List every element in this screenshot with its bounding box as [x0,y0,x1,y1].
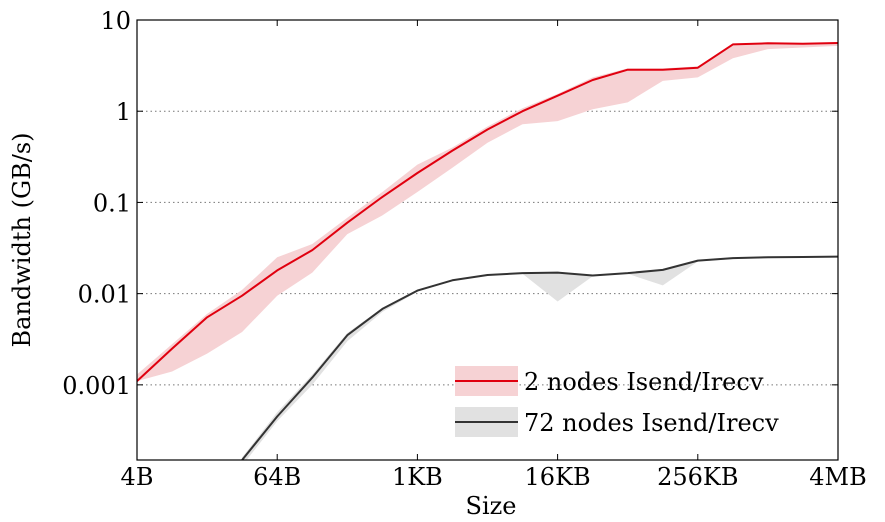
x-tick-label: 64B [253,463,301,491]
line-seventy-two-nodes [241,255,838,460]
plot-border [136,19,839,461]
x-tick-label: 16KB [525,463,591,491]
x-tick-label: 1KB [392,463,443,491]
x-axis-label: Size [466,492,517,520]
y-tick-label: 0.01 [78,281,131,309]
x-tick-label: 4MB [809,463,866,491]
series-lines [137,42,838,460]
y-tick-label: 10 [100,7,131,35]
legend-label-2-nodes: 2 nodes Isend/Irecv [524,368,764,396]
y-tick-label: 0.1 [93,189,131,217]
legend-label-72-nodes: 72 nodes Isend/Irecv [524,409,779,437]
band-two-nodes [137,42,838,382]
tick-labels: 10 1 0.1 0.01 0.001 4B 64B 1KB 16KB 256KB 4MB [62,7,866,491]
y-axis-label: Bandwidth (GB/s) [8,132,36,347]
plot-frame [136,19,839,461]
y-tick-label: 1 [116,98,131,126]
legend: 2 nodes Isend/Irecv 72 nodes Isend/Irecv [455,366,779,437]
grid-lines [137,110,838,386]
y-tick-label: 0.001 [62,372,131,400]
line-two-nodes [137,42,838,382]
variance-bands [137,42,838,460]
x-tick-label: 4B [121,463,154,491]
x-tick-label: 256KB [657,463,738,491]
